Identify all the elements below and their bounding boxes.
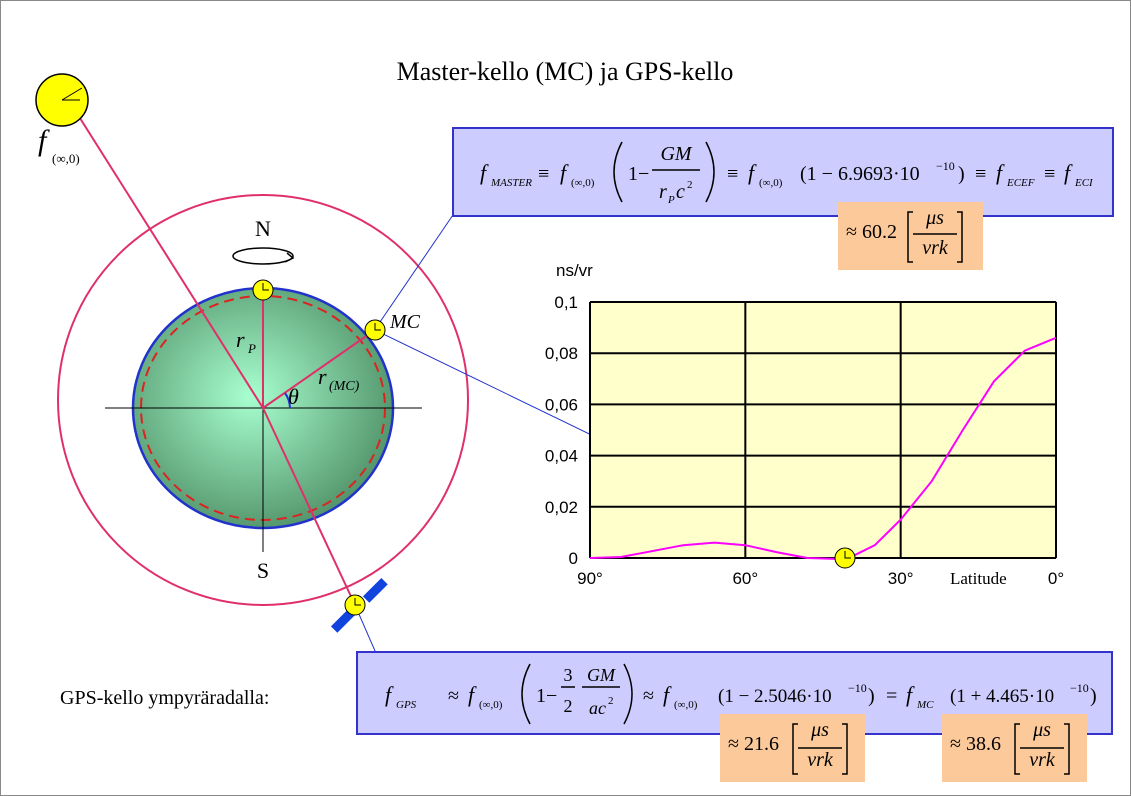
x-tick-label: 60° (732, 569, 758, 588)
label: μs (925, 207, 944, 229)
label: N (255, 216, 271, 241)
satellite (330, 577, 388, 633)
label: f (663, 682, 672, 707)
label: ECI (1074, 177, 1094, 189)
label: GPS-kello ympyräradalla: (60, 687, 269, 709)
label: f (996, 160, 1005, 185)
label: −10 (1070, 681, 1089, 695)
x-tick-label: 90° (577, 569, 603, 588)
label: 1− (628, 163, 649, 185)
label: (∞,0) (52, 151, 80, 166)
label: GM (660, 143, 692, 165)
label: μs (1032, 719, 1051, 741)
label: μs (810, 719, 829, 741)
label: vrk (1029, 749, 1056, 771)
label: f (748, 160, 757, 185)
label: ≡ (538, 163, 549, 185)
label: MASTER (490, 177, 532, 189)
x-tick-label: 30° (888, 569, 914, 588)
x-axis-label: Latitude (950, 569, 1007, 588)
label: c (676, 181, 685, 203)
ray (262, 407, 356, 606)
label: ≈ 38.6 (950, 733, 1001, 755)
orbit (57, 194, 469, 606)
label: vrk (922, 237, 949, 259)
label: ≡ (975, 163, 986, 185)
clocks (252, 279, 386, 616)
chart: 0 0,02 0,04 0,06 0,08 0,1 90° 60° 30° 0° ns/vr Lati… (545, 261, 1064, 588)
label: MC (389, 311, 421, 333)
clock (834, 547, 856, 569)
label: r (659, 181, 667, 203)
label: (1 − 2.5046·10 (718, 686, 832, 707)
label: ≈ 60.2 (846, 221, 897, 243)
brackets (521, 141, 1070, 775)
label: MC (916, 699, 934, 711)
label: P (247, 341, 256, 356)
label: (∞,0) (759, 177, 783, 189)
label: ≈ (643, 685, 654, 707)
radius-mc (262, 329, 376, 409)
ray (77, 114, 264, 409)
label: 3 (564, 665, 573, 685)
approx-box (838, 202, 983, 270)
label: GM (587, 665, 616, 685)
label: f (906, 682, 915, 707)
label: f (1064, 160, 1073, 185)
label: ≈ (448, 685, 459, 707)
label: (MC) (329, 379, 360, 394)
label: ) (868, 685, 875, 707)
formula-box (452, 127, 1114, 217)
label: ≈ 21.6 (728, 733, 779, 755)
label: 2 (608, 695, 614, 707)
label: 1− (536, 685, 557, 707)
label: f (560, 160, 569, 185)
y-tick-label: 0,02 (545, 498, 578, 517)
y-axis-label: ns/vr (556, 261, 593, 280)
label: ≡ (727, 163, 738, 185)
label: f (468, 682, 477, 707)
label: = (886, 685, 897, 707)
label: r (236, 327, 245, 352)
clock-hands (844, 551, 851, 559)
y-tick-label: 0,04 (545, 447, 578, 466)
label: P (667, 194, 675, 206)
label: θ (288, 384, 299, 409)
label: ac (589, 698, 606, 718)
y-tick-label: 0 (569, 549, 578, 568)
y-tick-label: 0,08 (545, 344, 578, 363)
label: ECEF (1006, 177, 1035, 189)
label: S (257, 558, 269, 583)
label: (1 + 4.465·10 (950, 686, 1054, 707)
label: (∞,0) (571, 177, 595, 189)
label: f (385, 682, 394, 707)
label: GPS (396, 699, 417, 711)
label: f (480, 160, 489, 185)
label: −10 (936, 159, 955, 173)
label: (∞,0) (479, 699, 503, 711)
rotation-arrow (284, 252, 295, 263)
x-tick-label: 0° (1048, 569, 1064, 588)
label: vrk (807, 749, 834, 771)
y-tick-label: 0,06 (545, 395, 578, 414)
rotation (232, 247, 294, 265)
label: r (318, 364, 327, 389)
clock-hands (61, 87, 83, 101)
label: ) (1090, 685, 1097, 707)
connector (379, 211, 456, 323)
title: Master-kello (MC) ja GPS-kello (397, 57, 734, 86)
plot-area (589, 301, 1057, 559)
y-tick-label: 0,1 (554, 293, 578, 312)
label: ≡ (1044, 163, 1055, 185)
label: (∞,0) (674, 699, 698, 711)
label: (1 − 6.9693·10 (800, 163, 920, 185)
label: 2 (564, 696, 573, 716)
label: 2 (687, 179, 693, 191)
theta-arc (284, 392, 291, 409)
label: −10 (848, 681, 867, 695)
label: ) (958, 163, 965, 185)
